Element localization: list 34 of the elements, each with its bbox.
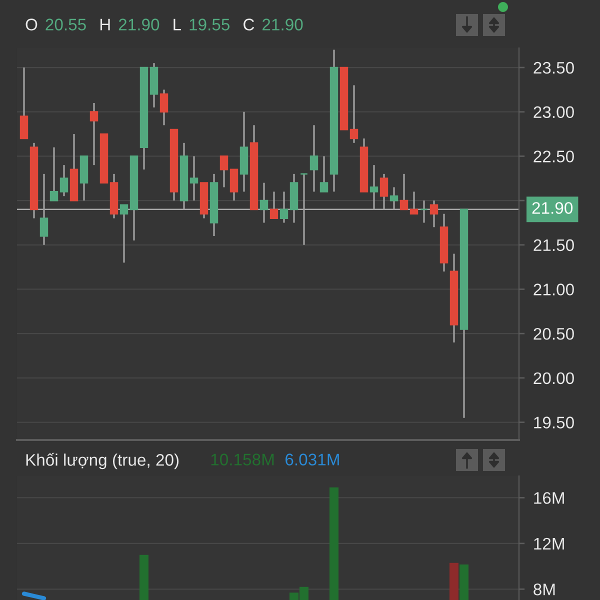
y-tick-label: 12M: [534, 538, 564, 550]
candlestick: [50, 146, 58, 202]
candlestick: [60, 164, 68, 197]
y-tick-label: 20.50: [534, 328, 574, 340]
text: 21.90: [118, 18, 160, 30]
text: H: [100, 18, 110, 30]
text: 19.55: [190, 18, 230, 30]
candlestick: [320, 155, 328, 193]
y-tick-label: 20.00: [534, 372, 574, 384]
y-tick-label: 22.50: [534, 150, 574, 162]
candlestick: [20, 66, 28, 140]
y-tick-label: 16M: [534, 492, 564, 504]
text: L: [174, 18, 182, 30]
text: O: [26, 18, 38, 30]
candlestick: [350, 84, 358, 144]
text: C: [244, 18, 254, 30]
chart-title: Khối lượng (true, 20): [26, 452, 179, 470]
text: 6.031M: [286, 454, 339, 466]
ref-line-label: 21.90: [532, 202, 573, 214]
y-tick-label: 8M: [534, 584, 555, 596]
text: 10.158M: [211, 454, 274, 466]
candlestick: [90, 102, 98, 166]
text: 21.90: [262, 18, 303, 30]
candlestick: [220, 155, 228, 188]
y-tick-label: 21.50: [534, 239, 574, 252]
candlestick: [160, 88, 168, 126]
y-tick-label: 23.00: [534, 106, 574, 118]
y-tick-label: 19.50: [534, 416, 574, 428]
text: 20.55: [46, 18, 86, 30]
candlestick: [230, 168, 238, 202]
y-tick-label: 21.00: [534, 284, 574, 296]
candlestick: [190, 155, 198, 202]
y-tick-label: 23.50: [534, 62, 574, 74]
candlestick: [310, 124, 318, 193]
